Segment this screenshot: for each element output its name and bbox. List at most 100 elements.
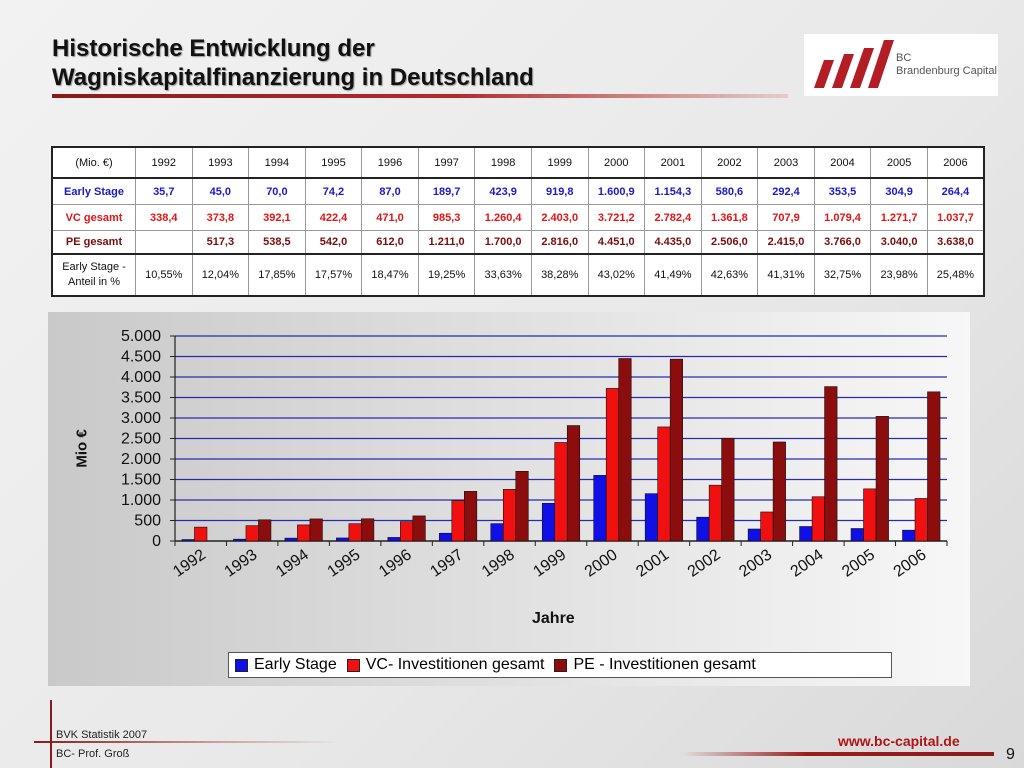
x-tick-label: 2005 xyxy=(839,546,878,580)
x-tick-label: 2001 xyxy=(633,546,672,580)
y-tick-label: 0 xyxy=(152,533,161,550)
table-year-header: 2006 xyxy=(926,146,985,179)
y-tick-label: 3.500 xyxy=(121,390,161,407)
page-title: Historische Entwicklung der Wagniskapita… xyxy=(52,34,772,92)
table-cell: 2.403,0 xyxy=(530,204,589,231)
table-cell: 38,28% xyxy=(530,253,589,297)
bar-vc-investitionen-gesamt xyxy=(245,525,259,542)
table-cell: 2.816,0 xyxy=(530,230,589,255)
y-tick-label: 3.000 xyxy=(121,410,161,427)
footer-url-link[interactable]: www.bc-capital.de xyxy=(838,733,960,749)
table-cell: 1.600,9 xyxy=(587,177,646,205)
table-cell: 1.211,0 xyxy=(417,230,476,255)
table-year-header: 2001 xyxy=(644,146,702,179)
table-cell: 3.040,0 xyxy=(870,230,928,255)
x-tick-label: 1996 xyxy=(376,546,415,580)
bar-early-stage xyxy=(233,538,247,542)
bar-pe-investitionen-gesamt xyxy=(566,425,581,542)
table-row-label: VC gesamt xyxy=(51,204,136,231)
table-cell: 3.638,0 xyxy=(926,230,985,255)
x-tick-label: 2003 xyxy=(736,546,775,580)
bar-pe-investitionen-gesamt xyxy=(875,416,889,542)
table-cell xyxy=(135,230,193,255)
footer-horizontal-line xyxy=(34,741,340,743)
bar-vc-investitionen-gesamt xyxy=(914,498,928,542)
legend-swatch xyxy=(554,658,568,672)
table-cell: 304,9 xyxy=(870,177,928,205)
legend-item: VC- Investitionen gesamt xyxy=(346,656,545,674)
bar-early-stage xyxy=(902,529,916,542)
table-cell: 41,31% xyxy=(757,253,815,297)
x-axis-label: Jahre xyxy=(532,610,575,627)
bar-vc-investitionen-gesamt xyxy=(708,484,722,542)
table-cell: 1.271,7 xyxy=(870,204,928,231)
x-tick-label: 1993 xyxy=(222,546,261,580)
bar-pe-investitionen-gesamt xyxy=(824,386,838,542)
table-cell: 17,57% xyxy=(304,253,363,297)
x-tick-label: 1994 xyxy=(273,546,312,580)
table-cell: 338,4 xyxy=(135,204,193,231)
table-cell: 41,49% xyxy=(644,253,702,297)
bar-vc-investitionen-gesamt xyxy=(502,489,517,542)
table-cell: 17,85% xyxy=(248,253,306,297)
table-year-header: 1998 xyxy=(474,146,532,179)
table-cell: 70,0 xyxy=(248,177,306,205)
bar-vc-investitionen-gesamt xyxy=(194,526,208,542)
footer-source-1: BVK Statistik 2007 xyxy=(56,729,148,741)
table-cell: 43,02% xyxy=(587,253,646,297)
table-year-header: 2005 xyxy=(870,146,928,179)
table-cell: 45,0 xyxy=(191,177,250,205)
bar-vc-investitionen-gesamt xyxy=(400,521,414,542)
table-cell: 1.154,3 xyxy=(644,177,702,205)
y-tick-label: 4.500 xyxy=(121,349,161,366)
table-cell: 3.766,0 xyxy=(813,230,872,255)
bar-vc-investitionen-gesamt xyxy=(863,488,877,542)
title-underline xyxy=(52,94,788,98)
table-row-label: PE gesamt xyxy=(51,230,136,255)
x-tick-label: 2004 xyxy=(788,546,827,580)
table-year-header: 1994 xyxy=(248,146,306,179)
x-tick-label: 1992 xyxy=(170,546,209,580)
bar-vc-investitionen-gesamt xyxy=(605,388,620,542)
footer-source-2: BC- Prof. Groß xyxy=(56,748,130,760)
bar-vc-investitionen-gesamt xyxy=(760,511,774,542)
legend-label: VC- Investitionen gesamt xyxy=(365,656,545,673)
table-cell: 4.451,0 xyxy=(587,230,646,255)
footer-rule xyxy=(682,752,994,756)
table-cell: 4.435,0 xyxy=(644,230,702,255)
title-line-2: Wagniskapitalfinanzierung in Deutschland xyxy=(52,64,534,91)
table-year-header: 2002 xyxy=(700,146,759,179)
bar-early-stage xyxy=(644,493,658,542)
table-cell: 392,1 xyxy=(248,204,306,231)
y-tick-label: 1.000 xyxy=(121,492,161,509)
bar-early-stage xyxy=(696,516,710,542)
x-tick-label: 2006 xyxy=(891,546,930,580)
table-cell: 423,9 xyxy=(474,177,532,205)
table-row: Early Stage 35,7 45,0 70,0 74,2 87,0 189,7 423,… xyxy=(51,177,985,205)
table-year-header: 1999 xyxy=(530,146,589,179)
table-cell: 517,3 xyxy=(191,230,250,255)
table-year-header: 1997 xyxy=(417,146,476,179)
table-row-label: Early Stage xyxy=(51,177,136,205)
table-cell: 1.700,0 xyxy=(474,230,532,255)
table-cell: 2.782,4 xyxy=(644,204,702,231)
table-cell: 3.721,2 xyxy=(587,204,646,231)
bar-chart: 0 500 1.000 1.500 2.000 2.500 3.000 3.500 4.000 4… xyxy=(121,328,948,581)
y-tick-label: 2.000 xyxy=(121,451,161,468)
bar-early-stage xyxy=(541,502,556,542)
chart-legend: Early Stage VC- Investitionen gesamt PE - … xyxy=(228,652,892,678)
legend-swatch xyxy=(235,658,248,672)
table-row-label: Early Stage - Anteil in % xyxy=(51,253,136,297)
y-tick-label: 500 xyxy=(134,513,161,530)
table-row: PE gesamt 517,3 538,5 542,0 612,0 1.211,0 1.70… xyxy=(51,230,985,255)
table-cell: 580,6 xyxy=(700,177,759,205)
bar-early-stage xyxy=(490,523,504,542)
table-cell: 35,7 xyxy=(135,177,193,205)
table-cell: 12,04% xyxy=(191,253,250,297)
table-cell: 1.079,4 xyxy=(813,204,872,231)
table-cell: 23,98% xyxy=(870,253,928,297)
x-tick-label: 2002 xyxy=(685,546,724,580)
table-cell: 33,63% xyxy=(474,253,532,297)
table-cell: 919,8 xyxy=(530,177,589,205)
y-tick-label: 1.500 xyxy=(121,472,161,489)
